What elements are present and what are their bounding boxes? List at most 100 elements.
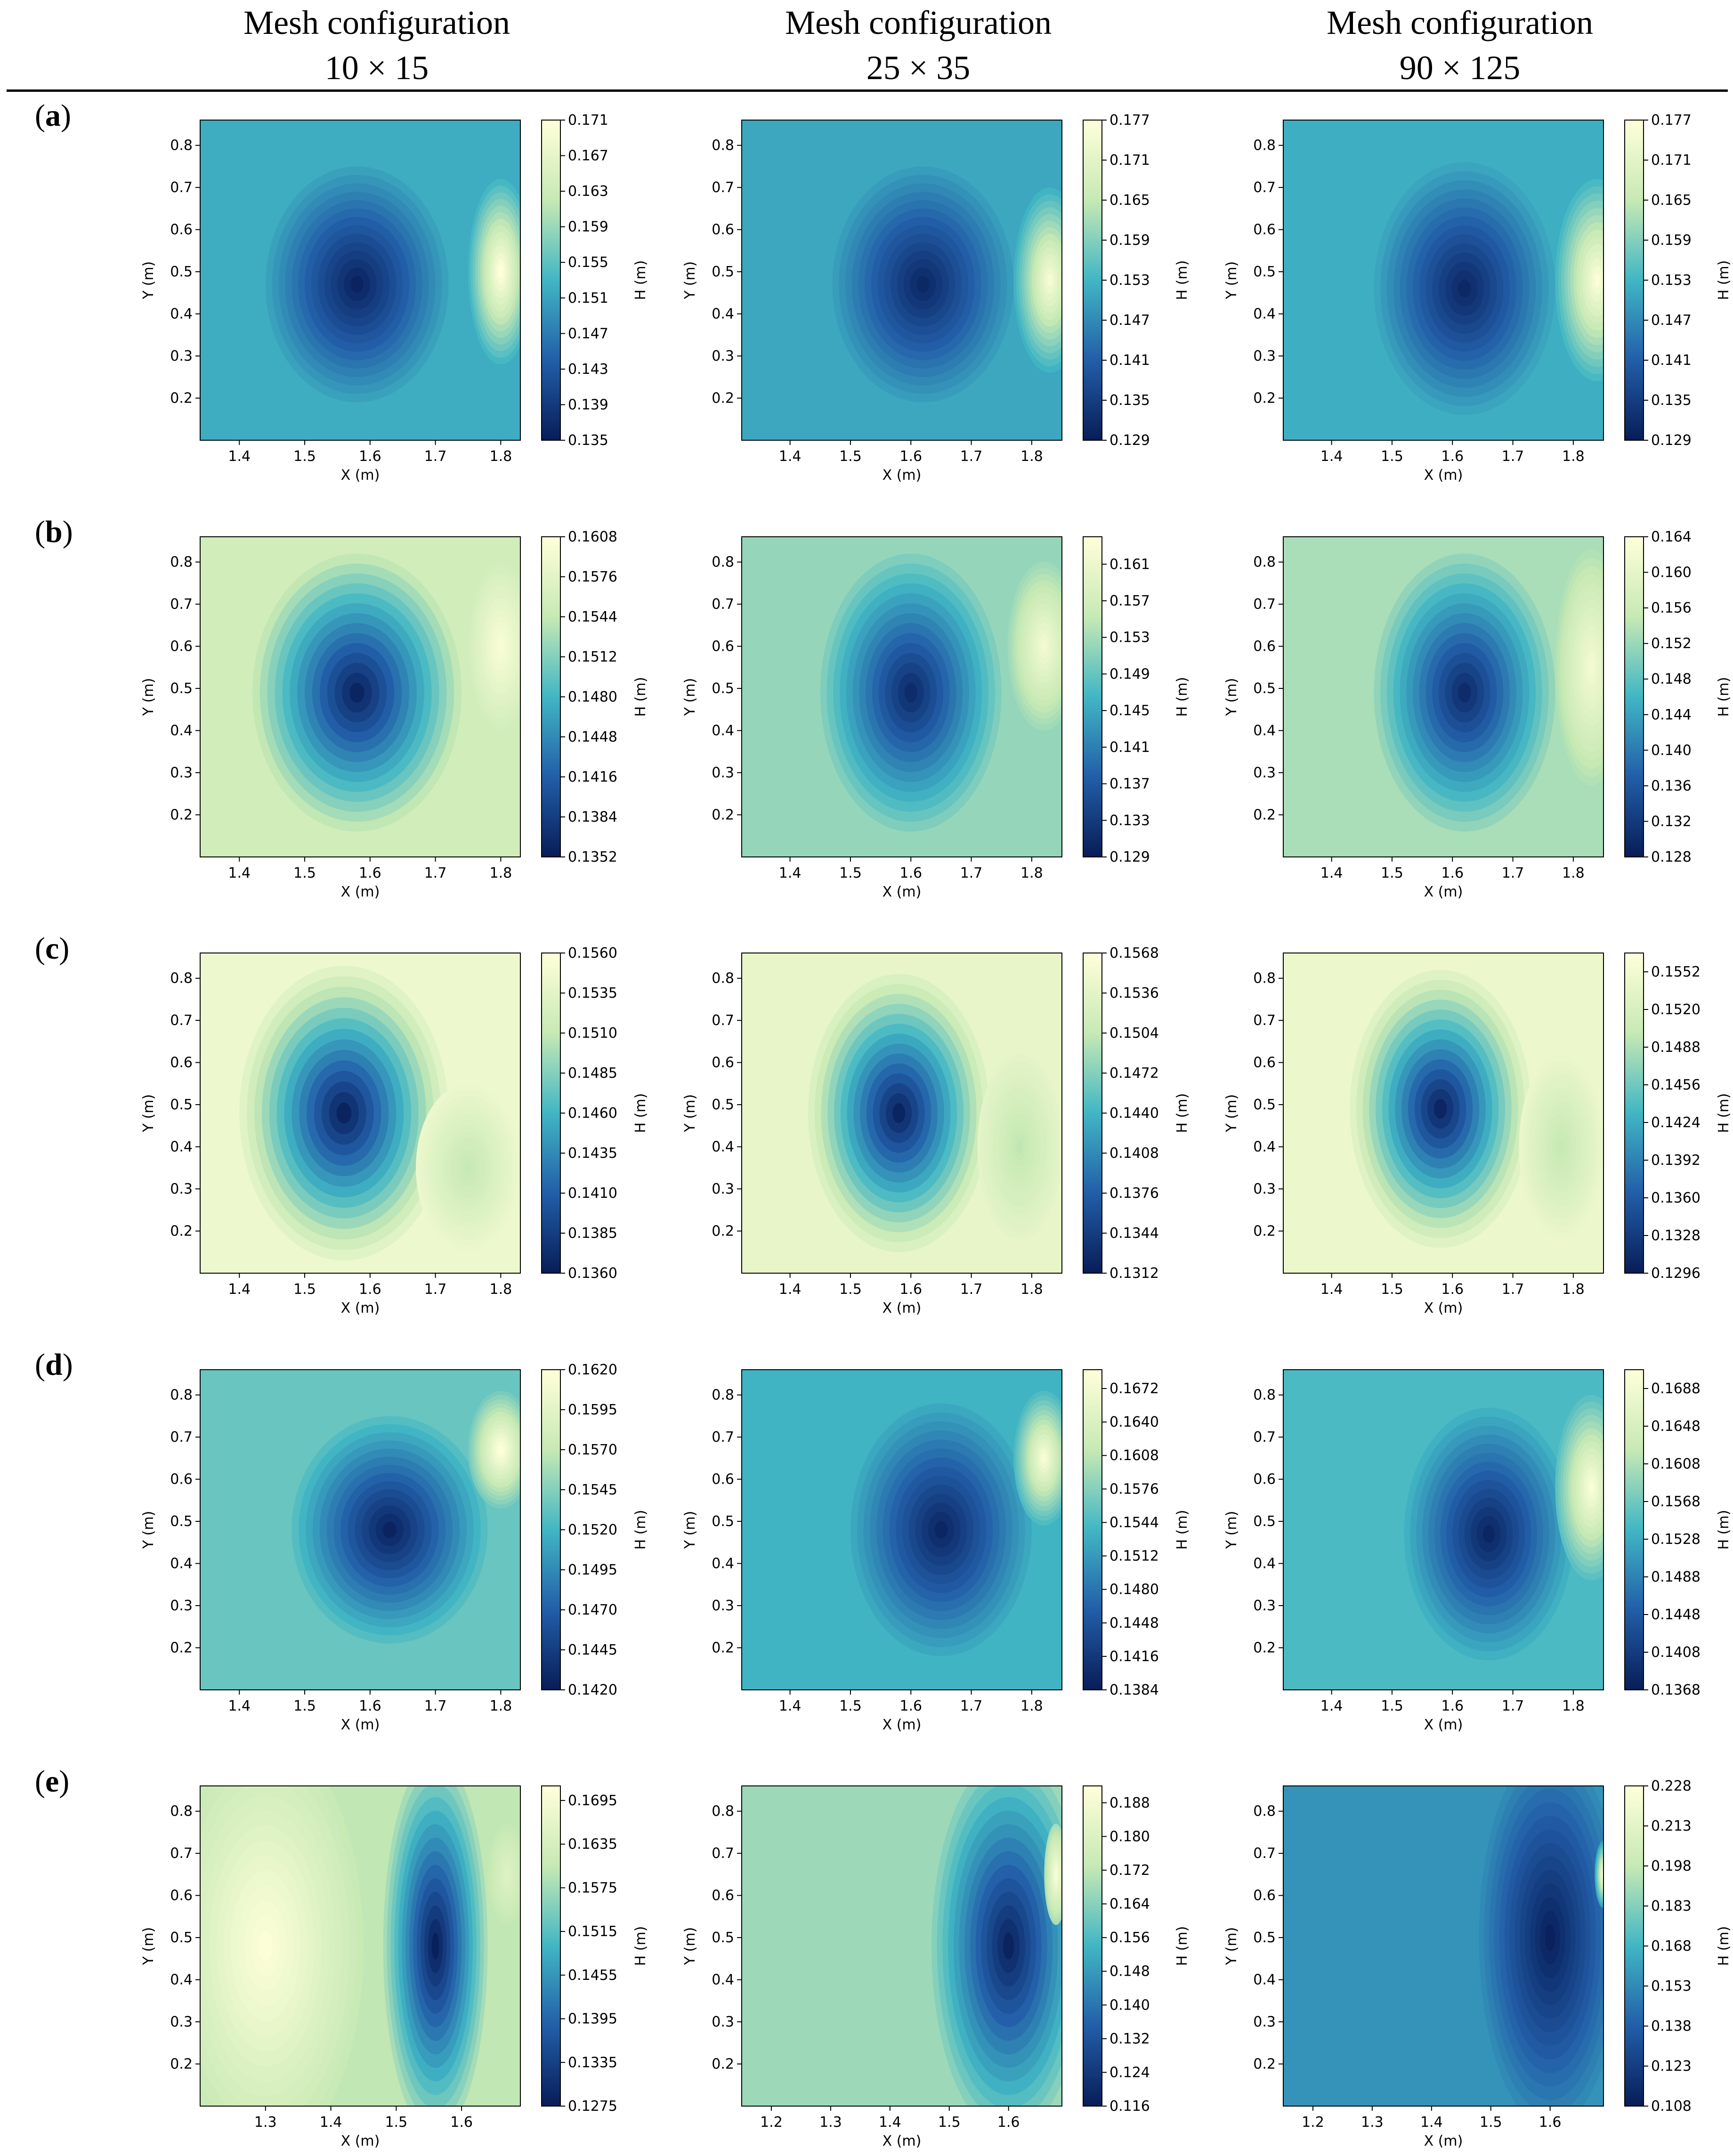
colorbar-tick-label: 0.139 <box>568 396 608 413</box>
x-tick-label: 1.8 <box>490 865 512 881</box>
x-axis-label: X (m) <box>1424 467 1463 484</box>
y-tick-label: 0.8 <box>1253 554 1276 571</box>
colorbar-tick-label: 0.1360 <box>1651 1190 1701 1206</box>
plot-frame <box>741 120 1062 441</box>
y-axis-label: Y (m) <box>682 1094 698 1133</box>
colorbar-tick-label: 0.1448 <box>568 729 617 745</box>
y-tick-label: 0.4 <box>712 306 734 323</box>
y-tick-label: 0.2 <box>1253 2056 1276 2073</box>
colorbar <box>1083 120 1102 441</box>
colorbar-tick-label: 0.129 <box>1651 432 1692 449</box>
colorbar-tick-label: 0.151 <box>568 290 608 307</box>
heatmap-field <box>200 537 520 857</box>
x-tick-label: 1.5 <box>293 865 316 881</box>
x-tick-label: 1.4 <box>1420 2114 1443 2131</box>
colorbar-tick-label: 0.1520 <box>1651 1001 1701 1018</box>
colorbar <box>541 120 561 441</box>
colorbar-tick-label: 0.164 <box>1651 529 1692 545</box>
y-axis-label: Y (m) <box>682 1511 698 1550</box>
y-axis-label: Y (m) <box>140 1927 157 1966</box>
y-tick-label: 0.4 <box>1253 1556 1276 1572</box>
y-tick-label: 0.4 <box>170 1139 193 1155</box>
y-tick-label: 0.4 <box>170 723 193 739</box>
heatmap-field <box>742 537 1062 857</box>
x-tick-label: 1.5 <box>293 448 316 465</box>
colorbar-tick-label: 0.1448 <box>1109 1615 1159 1631</box>
contour-level <box>934 1520 948 1539</box>
colorbar-label: H (m) <box>1174 1510 1190 1550</box>
colorbar <box>1083 1785 1102 2107</box>
heatmap-field <box>1283 953 1603 1273</box>
y-tick-label: 0.7 <box>712 1012 734 1029</box>
y-tick-label: 0.8 <box>712 970 734 987</box>
colorbar-tick-label: 0.1360 <box>568 1265 617 1282</box>
column-header-1: Mesh configuration 10 × 15 <box>141 0 612 90</box>
colorbar-tick-label: 0.1535 <box>568 985 617 1001</box>
y-tick-label: 0.6 <box>712 1055 734 1071</box>
x-tick-label: 1.4 <box>228 865 251 881</box>
colorbar-tick-label: 0.172 <box>1109 1862 1150 1879</box>
contour-level <box>349 682 364 703</box>
y-tick-label: 0.7 <box>712 596 734 613</box>
x-tick-label: 1.5 <box>839 865 862 881</box>
y-axis-label: Y (m) <box>1223 261 1240 300</box>
x-tick-label: 1.4 <box>1320 1698 1343 1714</box>
x-tick-label: 1.4 <box>879 2114 901 2131</box>
colorbar <box>1083 536 1102 857</box>
heatmap-field <box>1283 120 1603 440</box>
colorbar-label: H (m) <box>1174 1093 1190 1133</box>
colorbar-tick-label: 0.1512 <box>568 649 617 665</box>
colorbar-tick-label: 0.159 <box>568 219 608 235</box>
y-axis-label: Y (m) <box>682 1927 698 1966</box>
heatmap-panel-b2: 1.4 1.5 1.6 1.7 1.8 X (m) 0.2 0.3 0.4 0.5 0.6 0.7 0.… <box>682 536 1190 900</box>
colorbar-tick-label: 0.1392 <box>1651 1152 1701 1169</box>
colorbar-tick-label: 0.1456 <box>1651 1077 1701 1093</box>
y-axis-label: Y (m) <box>1223 1927 1240 1966</box>
contour-level <box>1458 682 1471 703</box>
y-tick-label: 0.4 <box>1253 1139 1276 1155</box>
y-tick-label: 0.5 <box>712 264 734 280</box>
colorbar-tick-label: 0.1435 <box>568 1145 617 1162</box>
colorbar-tick-label: 0.1545 <box>568 1482 617 1498</box>
x-tick-label: 1.6 <box>1441 1698 1464 1714</box>
contour-level <box>1047 273 1053 287</box>
colorbar-tick-label: 0.1445 <box>568 1642 617 1658</box>
y-tick-label: 0.3 <box>170 1181 193 1197</box>
x-tick-label: 1.5 <box>938 2114 961 2131</box>
heatmap-field <box>1283 1786 1603 2106</box>
x-tick-label: 1.6 <box>899 865 922 881</box>
x-tick-label: 1.7 <box>1502 865 1524 881</box>
y-tick-label: 0.6 <box>712 1471 734 1488</box>
x-tick-label: 1.6 <box>359 1281 381 1298</box>
colorbar-label: H (m) <box>632 260 649 300</box>
colorbar-tick-label: 0.165 <box>1109 192 1150 209</box>
colorbar-tick-label: 0.163 <box>568 183 608 200</box>
colorbar-tick-label: 0.1575 <box>568 1880 617 1896</box>
x-tick-label: 1.4 <box>228 448 251 465</box>
y-tick-label: 0.3 <box>1253 1181 1276 1197</box>
colorbar <box>1624 536 1644 857</box>
colorbar-tick-label: 0.167 <box>568 148 608 164</box>
x-tick-label: 1.8 <box>1020 448 1043 465</box>
colorbar-tick-label: 0.1376 <box>1109 1185 1159 1202</box>
x-tick-label: 1.5 <box>839 448 862 465</box>
colorbar <box>1083 953 1102 1274</box>
y-axis-label: Y (m) <box>1223 1094 1240 1133</box>
colorbar <box>541 953 561 1274</box>
colorbar-tick-label: 0.1672 <box>1109 1381 1159 1397</box>
y-tick-label: 0.4 <box>712 1139 734 1155</box>
heatmap-panel-b1: 1.4 1.5 1.6 1.7 1.8 X (m) 0.2 0.3 0.4 0.5 0.6 0.7 0.… <box>140 529 649 900</box>
colorbar-tick-label: 0.147 <box>1651 312 1692 329</box>
contour-level <box>1545 1924 1555 1951</box>
colorbar-tick-label: 0.168 <box>1651 1938 1692 1954</box>
y-tick-label: 0.3 <box>712 2014 734 2030</box>
x-tick-label: 1.7 <box>1502 448 1524 465</box>
heatmap-field <box>742 1370 1062 1690</box>
colorbar-tick-label: 0.135 <box>568 432 608 449</box>
heatmap-panel-b3: 1.4 1.5 1.6 1.7 1.8 X (m) 0.2 0.3 0.4 0.5 0.6 0.7 0.… <box>1223 529 1732 900</box>
y-tick-label: 0.7 <box>1253 1845 1276 1862</box>
x-tick-label: 1.6 <box>359 865 381 881</box>
colorbar-label: H (m) <box>632 1510 649 1550</box>
colorbar-tick-label: 0.159 <box>1651 232 1692 249</box>
colorbar-tick-label: 0.1335 <box>568 2054 617 2071</box>
